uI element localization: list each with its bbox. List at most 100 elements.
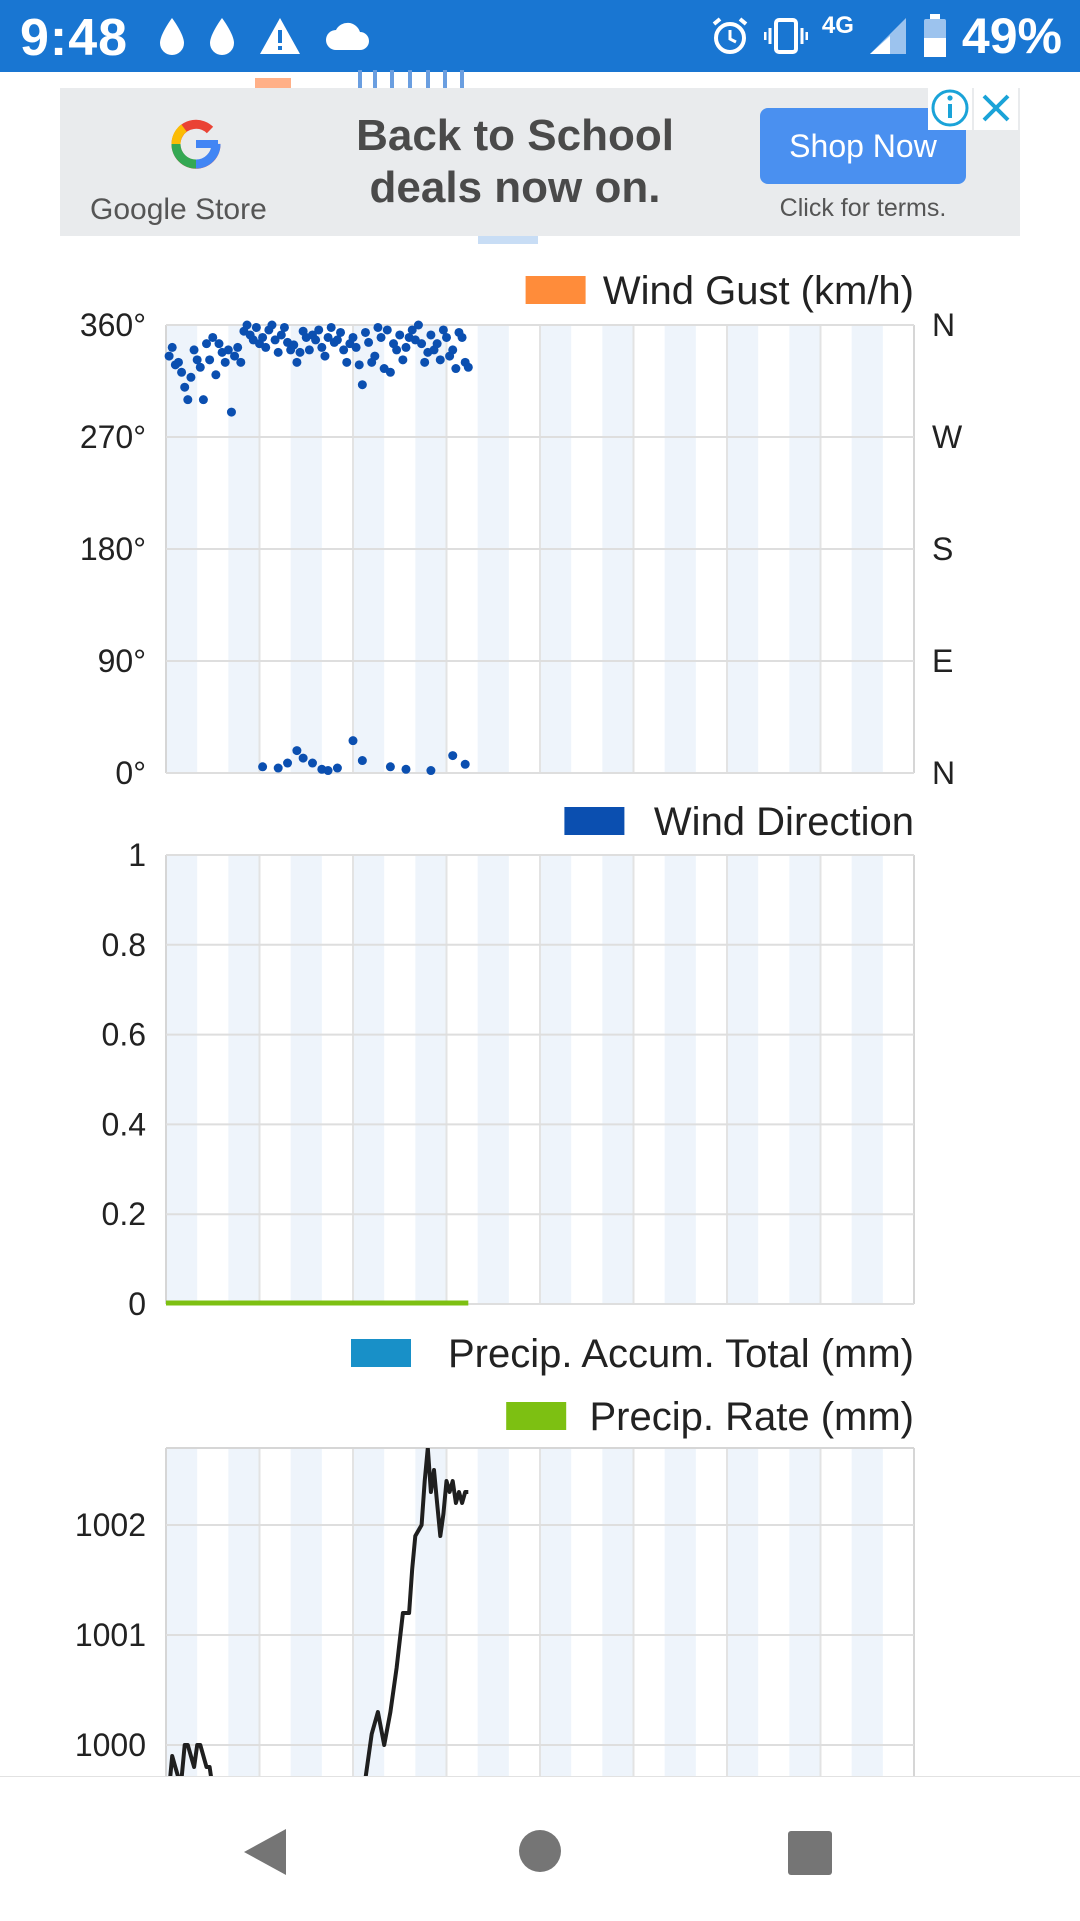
data-point	[435, 355, 445, 365]
hour-band	[477, 1448, 509, 1776]
battery-percent: 49%	[961, 8, 1062, 64]
data-point	[236, 357, 246, 367]
hour-band	[602, 1448, 634, 1776]
shop-now-button[interactable]: Shop Now	[760, 108, 966, 184]
data-point	[214, 339, 224, 349]
y-tick-label: 0.6	[102, 1017, 146, 1053]
data-point	[289, 340, 299, 350]
vibrate-icon	[763, 18, 808, 54]
ad-terms-link[interactable]: Click for terms.	[779, 194, 947, 222]
data-point	[273, 347, 283, 357]
hour-band	[290, 855, 322, 1304]
data-point	[463, 362, 473, 372]
data-point	[186, 372, 196, 382]
battery-icon	[923, 14, 946, 57]
data-point	[164, 351, 174, 361]
weather-charts: Wind Gust (km/h) 360° N 270° W 180° S 90° E 0° N Wi…	[75, 70, 963, 1776]
data-point	[385, 367, 395, 377]
data-point	[273, 763, 283, 773]
data-point	[360, 327, 370, 337]
data-point	[208, 332, 218, 342]
back-icon[interactable]	[242, 1827, 288, 1877]
home-icon[interactable]	[518, 1829, 562, 1873]
y-tick-label: 1000	[75, 1727, 146, 1763]
data-point	[173, 357, 183, 367]
data-point	[395, 330, 405, 340]
y-tick-label: 1001	[75, 1617, 146, 1653]
data-point	[251, 322, 261, 332]
hour-band	[477, 855, 509, 1304]
data-point	[258, 762, 268, 772]
chart-top-partial	[255, 70, 538, 244]
data-point	[376, 332, 386, 342]
legend-swatch	[525, 276, 586, 304]
data-point	[183, 395, 193, 405]
hour-band	[290, 1448, 322, 1776]
data-point	[323, 766, 333, 776]
hour-band	[540, 1448, 572, 1776]
hour-band	[228, 855, 260, 1304]
hour-band	[166, 855, 198, 1304]
legend-swatch	[351, 1339, 411, 1367]
y-tick-label: 90°	[98, 643, 146, 679]
google-g-logo-icon	[171, 119, 221, 169]
data-point	[448, 751, 458, 761]
notification-icons	[158, 14, 370, 58]
hour-band	[415, 855, 447, 1304]
hour-band	[415, 1448, 447, 1776]
hour-band	[353, 855, 385, 1304]
hour-band	[166, 1448, 198, 1776]
data-point	[320, 351, 330, 361]
data-point	[373, 322, 383, 332]
signal-icon	[869, 18, 906, 54]
data-point	[279, 322, 289, 332]
y-tick-label: N	[932, 755, 955, 791]
status-bar: 9:48 4G 49%	[0, 0, 1080, 72]
data-point	[451, 364, 461, 374]
data-point	[242, 320, 252, 330]
legend-entry: Wind Gust (km/h)	[603, 269, 914, 313]
recents-icon[interactable]	[788, 1831, 832, 1875]
data-point	[420, 357, 430, 367]
data-point	[311, 335, 321, 345]
legend-entry: Precip. Rate (mm)	[590, 1395, 915, 1439]
data-point	[370, 351, 380, 361]
status-time: 9:48	[20, 9, 129, 67]
cloud-icon	[326, 22, 369, 50]
y-tick-label: 0.8	[102, 927, 146, 963]
hour-band	[664, 1448, 696, 1776]
hour-band	[789, 1448, 821, 1776]
water-drop-icon	[210, 18, 234, 55]
data-point	[295, 347, 305, 357]
y-tick-label: 360°	[80, 307, 146, 343]
data-point	[314, 325, 324, 335]
ad-close-button[interactable]	[974, 86, 1018, 130]
pressure-chart: 1002 1001 1000	[75, 1447, 915, 1776]
hour-band	[228, 1448, 260, 1776]
y-tick-label: 0	[128, 1286, 146, 1322]
data-point	[413, 320, 423, 330]
data-point	[432, 339, 442, 349]
data-point	[211, 370, 221, 380]
data-point	[180, 382, 190, 392]
navigation-bar	[0, 1776, 1080, 1921]
y-tick-label: 180°	[80, 531, 146, 567]
legend-swatch	[506, 1402, 567, 1430]
ad-banner[interactable]: Google Store Back to School deals now on…	[60, 86, 1020, 236]
data-point	[364, 337, 374, 347]
network-type: 4G	[821, 12, 854, 39]
data-point	[448, 345, 458, 355]
data-point	[426, 330, 436, 340]
data-point	[348, 736, 358, 746]
ad-headline: Back to School deals now on.	[356, 111, 674, 212]
pressure-line	[168, 1743, 213, 1776]
data-point	[304, 345, 314, 355]
data-point	[438, 325, 448, 335]
data-point	[317, 342, 327, 352]
ad-info-button[interactable]	[928, 86, 972, 130]
legend-entry: Wind Direction	[654, 800, 914, 844]
y-tick-label: 0.4	[102, 1106, 146, 1142]
data-point	[417, 339, 427, 349]
pressure-plot-area	[165, 1448, 915, 1776]
data-point	[336, 327, 346, 337]
